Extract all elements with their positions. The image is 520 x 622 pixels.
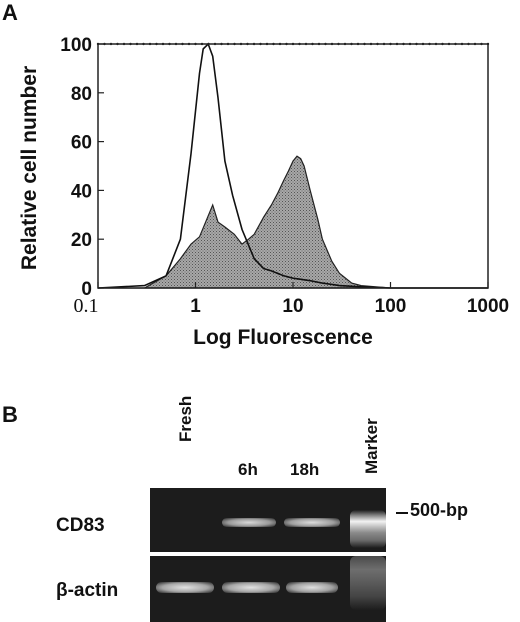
histogram-chart: 0 20 40 60 80 100 0.1 1 10 100 1000 Log Fluorescen… bbox=[18, 35, 509, 349]
band-actin-fresh bbox=[156, 582, 214, 593]
top-edge-dot bbox=[168, 42, 171, 46]
top-edge-dot bbox=[285, 42, 288, 46]
y-tick-label: 20 bbox=[71, 230, 92, 251]
band-cd83-marker bbox=[350, 510, 386, 548]
top-edge-dot bbox=[187, 42, 191, 46]
lane-label-fresh: Fresh bbox=[176, 395, 195, 442]
top-edge-dot bbox=[142, 42, 145, 46]
top-edge-dot bbox=[408, 42, 412, 46]
band-actin-18h bbox=[286, 582, 338, 593]
top-edge-dot bbox=[155, 42, 158, 46]
top-edge-dot bbox=[220, 42, 223, 46]
top-edge-dot bbox=[421, 42, 425, 46]
x-tick-label: 100 bbox=[375, 296, 407, 317]
top-edge-dot bbox=[311, 42, 314, 46]
top-edge-dot bbox=[369, 42, 373, 46]
top-edge-dot bbox=[96, 42, 100, 46]
y-tick-label: 40 bbox=[71, 181, 92, 202]
x-tick-label: 0.1 bbox=[74, 295, 99, 317]
panel-b-letter: B bbox=[2, 402, 18, 427]
top-edge-dot bbox=[356, 42, 360, 46]
x-tick-label: 1000 bbox=[467, 296, 509, 317]
top-edge-dot bbox=[213, 42, 217, 46]
top-edge-dot bbox=[434, 42, 438, 46]
series-open-histogram bbox=[97, 42, 488, 289]
band-cd83-6h bbox=[222, 518, 276, 527]
top-edge-dot bbox=[460, 42, 464, 46]
top-edge-dot bbox=[415, 42, 418, 46]
top-edge-dot bbox=[272, 42, 275, 46]
top-edge-dot bbox=[395, 42, 399, 46]
lane-label-6h: 6h bbox=[238, 460, 258, 479]
lane-label-18h: 18h bbox=[290, 460, 320, 479]
top-edge-dot bbox=[135, 42, 139, 46]
top-edge-dot bbox=[304, 42, 308, 46]
marker-dash bbox=[396, 512, 408, 514]
top-edge-dot bbox=[246, 42, 249, 46]
marker-size-label: 500-bp bbox=[410, 500, 469, 520]
top-edge-dot bbox=[194, 42, 197, 46]
gel-cd83 bbox=[150, 488, 386, 552]
y-axis-label: Relative cell number bbox=[18, 66, 41, 270]
band-actin-marker bbox=[350, 556, 386, 610]
top-edge-dot bbox=[291, 42, 295, 46]
y-tick-label: 60 bbox=[71, 133, 92, 154]
y-tick-label: 0 bbox=[81, 279, 92, 300]
panel-a-letter: A bbox=[2, 0, 18, 25]
top-edge-dot bbox=[116, 42, 119, 46]
series-filled-histogram bbox=[98, 155, 488, 289]
top-edge-dot bbox=[226, 42, 230, 46]
top-edge-dot bbox=[252, 42, 256, 46]
top-edge-dot bbox=[382, 42, 386, 46]
top-edge-dot bbox=[428, 42, 431, 46]
top-edge-dot bbox=[473, 42, 477, 46]
top-edge-dot bbox=[402, 42, 405, 46]
top-edge-dot bbox=[343, 42, 347, 46]
top-edge-dot bbox=[467, 42, 470, 46]
top-edge-dot bbox=[389, 42, 392, 46]
top-edge-dot bbox=[324, 42, 327, 46]
top-edge-dot bbox=[239, 42, 243, 46]
row-label-beta-actin: β-actin bbox=[56, 580, 119, 601]
top-edge-dot bbox=[350, 42, 353, 46]
top-edge-dot bbox=[447, 42, 451, 46]
top-edge-dot bbox=[148, 42, 152, 46]
x-tick-label: 1 bbox=[190, 296, 201, 317]
x-axis-label: Log Fluorescence bbox=[193, 326, 373, 349]
top-edge-dot bbox=[265, 42, 269, 46]
top-edge-dot bbox=[103, 42, 106, 46]
lane-label-marker: Marker bbox=[362, 418, 381, 474]
top-edge-dot bbox=[441, 42, 444, 46]
top-edge-dot bbox=[330, 42, 334, 46]
top-edge-dot bbox=[278, 42, 282, 46]
top-edge-dot bbox=[363, 42, 366, 46]
x-tick-label: 10 bbox=[282, 296, 303, 317]
band-actin-6h bbox=[222, 582, 280, 593]
top-edge-dot bbox=[259, 42, 262, 46]
top-edge-dot bbox=[486, 42, 490, 46]
gel-beta-actin bbox=[150, 556, 386, 622]
top-edge-dot bbox=[376, 42, 379, 46]
top-edge-dot bbox=[480, 42, 483, 46]
top-edge-dot bbox=[298, 42, 301, 46]
top-edge-dot bbox=[207, 42, 210, 46]
y-tick-label: 80 bbox=[71, 84, 92, 105]
top-edge-dot bbox=[109, 42, 113, 46]
top-edge-dot bbox=[233, 42, 236, 46]
top-edge-dot bbox=[200, 42, 204, 46]
row-label-cd83: CD83 bbox=[56, 515, 105, 536]
top-edge-dot bbox=[161, 42, 165, 46]
top-edge-dot bbox=[454, 42, 457, 46]
band-cd83-18h bbox=[284, 518, 340, 527]
top-edge-dot bbox=[122, 42, 126, 46]
top-edge-dot bbox=[174, 42, 178, 46]
top-edge-dot bbox=[129, 42, 132, 46]
top-edge-dot bbox=[337, 42, 340, 46]
y-tick-label: 100 bbox=[60, 35, 92, 56]
gel-panel: Fresh 6h 18h Marker CD83 β-actin 500-bp bbox=[0, 380, 520, 622]
top-edge-dot bbox=[317, 42, 321, 46]
top-edge-dot bbox=[181, 42, 184, 46]
